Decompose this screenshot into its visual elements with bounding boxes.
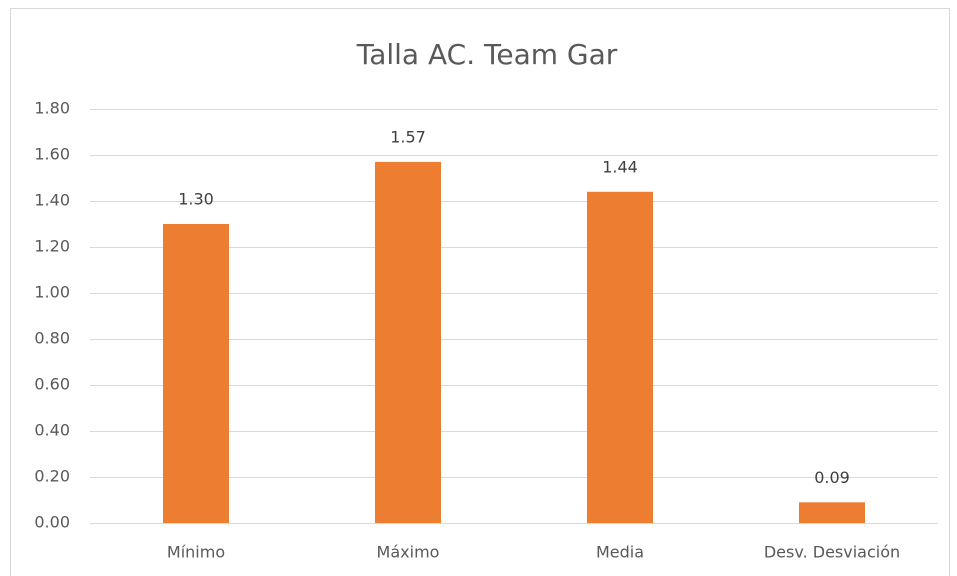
chart-border: [10, 8, 950, 576]
y-tick-label: 1.20: [34, 237, 70, 256]
x-tick-label: Desv. Desviación: [764, 543, 900, 562]
data-label: 1.30: [178, 190, 214, 209]
y-tick-label: 1.40: [34, 191, 70, 210]
chart-title: Talla AC. Team Gar: [356, 38, 618, 71]
data-label: 1.57: [390, 127, 426, 146]
x-tick-label: Máximo: [377, 543, 440, 562]
y-tick-label: 0.40: [34, 421, 70, 440]
y-tick-label: 0.20: [34, 467, 70, 486]
x-tick-label: Media: [596, 543, 644, 562]
y-tick-label: 0.00: [34, 513, 70, 532]
bar: [375, 161, 441, 523]
bar: [163, 224, 229, 523]
bar: [587, 191, 653, 524]
data-label: 0.09: [814, 468, 850, 487]
x-tick-label: Mínimo: [167, 543, 225, 562]
y-tick-label: 0.60: [34, 375, 70, 394]
bar: [799, 502, 865, 523]
data-label: 1.44: [602, 157, 638, 176]
y-tick-label: 1.80: [34, 99, 70, 118]
y-tick-label: 1.60: [34, 145, 70, 164]
y-tick-label: 1.00: [34, 283, 70, 302]
y-tick-label: 0.80: [34, 329, 70, 348]
